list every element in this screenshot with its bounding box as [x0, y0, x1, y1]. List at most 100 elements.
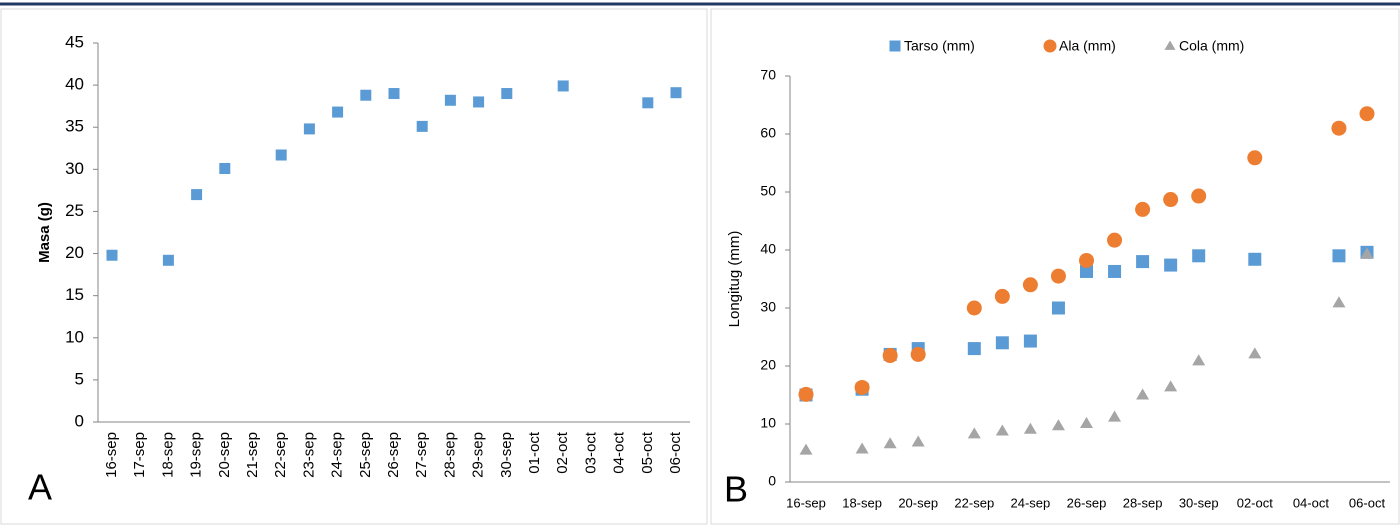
point [854, 379, 870, 395]
x-tick-label: 18-sep [159, 432, 176, 478]
legend-label: Tarso (mm) [904, 38, 975, 54]
point [967, 427, 981, 439]
x-tick-label: 27-sep [413, 432, 430, 478]
y-tick-label: 45 [65, 32, 84, 51]
y-tick-label: 20 [760, 357, 776, 373]
point [1359, 106, 1375, 122]
point [1051, 301, 1065, 315]
point [799, 443, 813, 455]
point [798, 386, 814, 402]
point [444, 94, 456, 106]
x-tick-label: 28-sep [1123, 495, 1163, 510]
y-tick-label: 60 [760, 125, 776, 141]
point [416, 120, 428, 132]
point [1164, 258, 1178, 272]
y-tick-label: 0 [75, 411, 84, 430]
point [1332, 249, 1346, 263]
x-tick-label: 22-sep [954, 495, 994, 510]
x-tick-label: 24-sep [1011, 495, 1051, 510]
x-tick-label: 04-oct [611, 431, 628, 474]
x-tick-label: 17-sep [131, 432, 148, 478]
x-tick-label: 03-oct [582, 431, 599, 474]
point [275, 149, 287, 161]
point [670, 87, 682, 99]
point [303, 123, 315, 135]
x-tick-label: 01-oct [526, 431, 543, 474]
point [1136, 255, 1150, 269]
legend-marker [1043, 39, 1057, 53]
x-tick-label: 20-sep [898, 495, 938, 510]
x-tick-label: 06-oct [667, 431, 684, 474]
point [1108, 264, 1122, 278]
x-tick-label: 19-sep [188, 432, 205, 478]
point [557, 80, 569, 92]
y-tick-label: 30 [760, 299, 776, 315]
x-tick-label: 05-oct [639, 431, 656, 474]
y-tick-label: 10 [760, 415, 776, 431]
point [1080, 416, 1093, 428]
point [1163, 192, 1179, 208]
point [1080, 264, 1093, 278]
panel-frame [710, 8, 1400, 525]
x-tick-label: 16-sep [103, 432, 120, 478]
point [1108, 410, 1122, 422]
point [1051, 419, 1065, 431]
legend-marker [1164, 40, 1176, 50]
point [994, 288, 1010, 304]
y-tick-label: 10 [65, 327, 84, 346]
y-tick-label: 25 [65, 201, 84, 220]
y-tick-label: 50 [760, 183, 776, 199]
point [966, 300, 982, 316]
point [191, 189, 203, 201]
x-tick-label: 25-sep [357, 432, 374, 478]
point [967, 342, 981, 356]
x-tick-label: 30-sep [498, 432, 515, 478]
x-tick-label: 16-sep [786, 495, 826, 510]
x-tick-label: 26-sep [1067, 495, 1107, 510]
panel-label: B [724, 469, 748, 510]
point [1331, 120, 1347, 136]
point [106, 249, 118, 261]
x-tick-label: 30-sep [1179, 495, 1219, 510]
point [1360, 247, 1374, 259]
x-tick-label: 02-oct [554, 431, 571, 474]
x-tick-label: 26-sep [385, 432, 402, 478]
point [473, 96, 485, 108]
point [1023, 334, 1037, 348]
point [1022, 277, 1038, 293]
y-tick-label: 30 [65, 159, 84, 178]
y-tick-label: 0 [768, 473, 776, 489]
point [1107, 232, 1123, 248]
point [1079, 252, 1094, 268]
point [332, 106, 344, 118]
x-tick-label: 04-oct [1293, 495, 1330, 510]
x-tick-label: 21-sep [244, 432, 261, 478]
y-axis-label: Longitug (mm) [726, 231, 743, 328]
point [1164, 380, 1178, 392]
x-tick-label: 20-sep [216, 432, 233, 478]
legend-marker [889, 40, 901, 52]
point [642, 97, 654, 109]
point [1192, 249, 1206, 263]
x-tick-label: 23-sep [300, 432, 317, 478]
point [911, 435, 925, 447]
point [883, 437, 897, 449]
point [995, 424, 1009, 436]
x-tick-label: 28-sep [441, 432, 458, 478]
point [162, 254, 174, 266]
legend-label: Cola (mm) [1179, 38, 1244, 54]
point [1248, 347, 1262, 359]
x-tick-label: 18-sep [842, 495, 882, 510]
x-tick-label: 22-sep [272, 432, 289, 478]
point [1135, 201, 1151, 217]
point [219, 162, 231, 174]
point [1192, 354, 1206, 366]
point [855, 442, 869, 454]
point [501, 88, 513, 100]
point [1136, 388, 1150, 400]
x-tick-label: 02-oct [1237, 495, 1274, 510]
y-tick-label: 70 [760, 67, 776, 83]
y-tick-label: 40 [65, 75, 84, 94]
point [995, 336, 1009, 350]
